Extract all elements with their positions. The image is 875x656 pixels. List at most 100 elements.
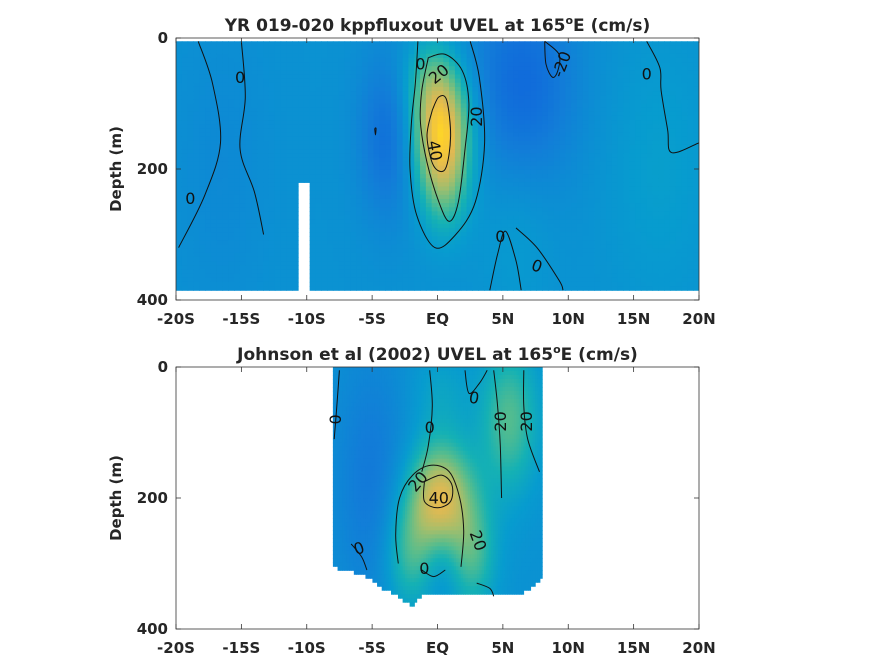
- field-cell: [542, 174, 549, 179]
- field-cell: [193, 49, 200, 55]
- field-cell: [280, 128, 288, 134]
- field-cell: [321, 107, 328, 113]
- field-cell: [303, 165, 311, 171]
- field-cell: [205, 223, 212, 229]
- field-cell: [547, 99, 555, 105]
- field-cell: [460, 207, 468, 212]
- field-cell: [402, 149, 410, 154]
- field-cell: [483, 203, 491, 208]
- field-cell: [379, 244, 386, 250]
- field-cell: [280, 91, 288, 96]
- field-cell: [391, 86, 398, 92]
- field-cell: [379, 115, 386, 121]
- field-cell: [251, 273, 258, 279]
- field-cell: [414, 232, 421, 237]
- field-cell: [617, 78, 625, 84]
- field-cell: [513, 207, 520, 212]
- field-cell: [478, 244, 485, 250]
- field-cell: [292, 70, 299, 76]
- field-cell: [228, 149, 235, 154]
- field-cell: [315, 198, 322, 204]
- field-cell: [286, 174, 293, 179]
- field-cell: [280, 103, 288, 109]
- field-cell: [414, 256, 421, 262]
- field-cell: [530, 256, 537, 262]
- field-cell: [565, 132, 572, 138]
- field-cell: [414, 219, 421, 225]
- field-cell: [338, 240, 346, 246]
- field-cell: [518, 240, 526, 246]
- field-cell: [396, 182, 404, 188]
- field-cell: [292, 165, 299, 171]
- field-cell: [268, 182, 276, 188]
- field-cell: [222, 62, 229, 67]
- field-cell: [309, 182, 317, 188]
- field-cell: [565, 99, 572, 105]
- field-cell: [199, 111, 206, 117]
- field-cell: [356, 140, 363, 146]
- field-cell: [332, 70, 340, 76]
- field-cell: [565, 223, 572, 229]
- field-cell: [536, 207, 543, 212]
- field-cell: [547, 198, 555, 204]
- field-cell: [205, 140, 212, 146]
- field-cell: [530, 207, 537, 212]
- field-cell: [327, 153, 334, 159]
- field-cell: [228, 57, 235, 63]
- field-cell: [205, 256, 212, 262]
- field-cell: [629, 82, 636, 88]
- field-cell: [483, 149, 491, 154]
- field-cell: [635, 62, 642, 67]
- field-cell: [205, 273, 212, 279]
- field-cell: [443, 227, 450, 233]
- field-cell: [466, 198, 473, 204]
- field-cell: [582, 265, 590, 271]
- field-cell: [489, 219, 497, 225]
- field-cell: [298, 111, 305, 117]
- field-cell: [501, 232, 508, 237]
- field-cell: [210, 57, 218, 63]
- field-cell: [559, 232, 566, 237]
- field-cell: [547, 248, 555, 254]
- field-cell: [559, 165, 566, 171]
- field-cell: [437, 144, 444, 150]
- field-cell: [292, 103, 299, 109]
- field-cell: [298, 140, 305, 146]
- field-cell: [524, 95, 532, 100]
- field-cell: [187, 186, 195, 192]
- field-cell: [466, 53, 473, 59]
- field-cell: [228, 45, 235, 51]
- field-cell: [408, 107, 415, 113]
- field-cell: [391, 136, 398, 142]
- field-cell: [658, 57, 665, 63]
- field-cell: [466, 66, 473, 71]
- field-cell: [373, 153, 380, 159]
- field-cell: [199, 78, 206, 84]
- field-cell: [518, 78, 526, 84]
- field-cell: [571, 53, 578, 59]
- field-cell: [553, 273, 561, 279]
- field-cell: [576, 219, 584, 225]
- field-cell: [553, 57, 561, 63]
- field-cell: [466, 256, 473, 262]
- field-cell: [402, 136, 410, 142]
- field-cell: [315, 215, 322, 221]
- field-cell: [460, 41, 468, 47]
- field-cell: [565, 149, 572, 154]
- field-cell: [425, 107, 433, 113]
- field-cell: [495, 161, 503, 167]
- field-cell: [379, 190, 386, 196]
- field-cell: [280, 157, 288, 163]
- field-cell: [559, 132, 566, 138]
- field-cell: [257, 66, 264, 71]
- field-cell: [332, 74, 340, 80]
- field-cell: [594, 165, 601, 171]
- field-cell: [582, 261, 590, 266]
- field-cell: [338, 273, 346, 279]
- field-cell: [245, 136, 253, 142]
- field-cell: [257, 41, 264, 47]
- field-cell: [379, 178, 386, 183]
- field-cell: [367, 244, 375, 250]
- field-cell: [321, 219, 328, 225]
- field-cell: [524, 115, 532, 121]
